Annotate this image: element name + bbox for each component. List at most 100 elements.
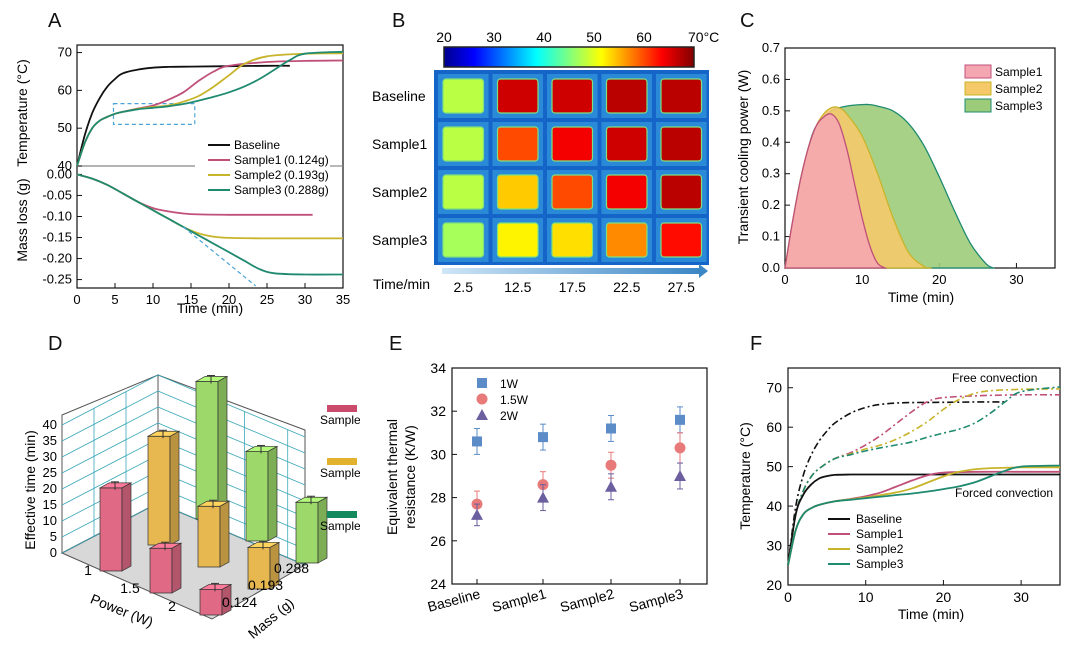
- power-tick-label: 1.5: [120, 580, 140, 596]
- legend-label: Sample3: [320, 519, 360, 533]
- y-tick-label: 28: [430, 490, 446, 506]
- plot-area: 0 5 10 15 20 25 30 35 40 50 60 70 0.00 -0.05 -0.10 -0.1…: [42, 44, 350, 307]
- colorbar-tick-label: 60: [636, 29, 652, 45]
- panel-b-thermal-images: B 20 30 40 50 60 70°C Baseline Sample1 Sample2…: [372, 10, 719, 295]
- forced-convection-line-sample2: [787, 466, 1061, 566]
- thermal-cell: [442, 78, 485, 114]
- y-tick-label: 70: [58, 45, 72, 60]
- legend-swatch: [327, 458, 357, 465]
- column-label: 12.5: [504, 279, 531, 295]
- legend-marker: [476, 393, 488, 405]
- row-labels: Baseline Sample1 Sample2 Sample3: [372, 88, 427, 248]
- y-tick-label: 70: [766, 380, 782, 396]
- x-tick-label: 20: [932, 272, 946, 287]
- x-tick-label: 10: [858, 589, 874, 605]
- legend-label: Sample3: [234, 183, 282, 197]
- bar-sample3: [244, 444, 279, 542]
- legend-label: 1W: [500, 377, 519, 391]
- colorbar-tick-label: 20: [436, 29, 452, 45]
- bar-front: [147, 435, 171, 546]
- mass-tick-label: 0.193: [248, 577, 283, 593]
- wall-grid-line: [157, 406, 306, 470]
- legend-label: Sample3: [995, 99, 1043, 113]
- y-tick-label: 30: [766, 538, 782, 554]
- point-2w: [537, 484, 549, 512]
- legend-mass-label: (0.193g): [284, 168, 329, 182]
- row-label: Sample3: [372, 232, 427, 248]
- legend-mass-label: (0.124g): [284, 153, 329, 167]
- x-tick-label: 15: [184, 292, 198, 307]
- thermal-cell: [496, 222, 539, 258]
- free-convection-line-baseline: [787, 401, 1006, 566]
- y-axis-label: Transient cooling power (W): [735, 70, 751, 245]
- thermal-cell: [660, 174, 703, 210]
- legend-label: Sample3: [856, 557, 904, 571]
- panel-label-b: B: [392, 10, 405, 32]
- row-label: Sample1: [372, 136, 427, 152]
- forced-convection-line-baseline: [787, 473, 1060, 566]
- wall-grid-line: [157, 486, 306, 550]
- mass-tick-label: 0.124: [222, 594, 257, 610]
- colorbar-end-label: 70°C: [688, 29, 719, 45]
- wall-grid-line: [61, 374, 159, 426]
- bar-front: [197, 505, 221, 568]
- panel-label-d: D: [48, 333, 62, 355]
- x-axis-label: Time (min): [888, 289, 954, 305]
- point-2w: [605, 473, 617, 501]
- bar-sample1: [148, 541, 183, 594]
- thermal-cell: [496, 174, 539, 210]
- bar-sample2: [246, 540, 281, 590]
- y-tick-label: 40: [766, 498, 782, 514]
- y-axis-label-line2: resistance (K/W): [402, 425, 418, 528]
- thermal-cell: [660, 126, 703, 162]
- y-tick-label: 0.3: [762, 166, 780, 181]
- thermal-grid: [438, 74, 707, 262]
- mass-tick-label: 0.288: [274, 560, 309, 576]
- y-tick-label: 40: [58, 158, 72, 173]
- bar-sample2: [196, 499, 231, 568]
- legend-label: Sample1: [320, 413, 360, 427]
- z-tick-label: 0: [50, 545, 57, 560]
- thermal-cell: [442, 126, 485, 162]
- y-tick-label: 50: [58, 120, 72, 135]
- colorbar-tick-label: 50: [586, 29, 602, 45]
- legend-label: Sample1: [856, 527, 904, 541]
- legend-label: Sample2: [320, 466, 360, 480]
- bar-sample3: [294, 495, 329, 564]
- y-tick-label: 0.4: [762, 134, 780, 149]
- y-axis-label: Temperature (°C): [737, 422, 753, 530]
- y-axis-label-temperature: Temperature (°C): [14, 59, 30, 167]
- column-label: 2.5: [454, 279, 474, 295]
- point-1w: [538, 423, 548, 451]
- wall-grid-line: [61, 454, 159, 506]
- x-tick-label: 20: [936, 589, 952, 605]
- x-tick-label: 5: [111, 292, 118, 307]
- thermal-cell: [660, 78, 703, 114]
- wall-grid-line: [157, 390, 306, 454]
- x-tick-label: 25: [260, 292, 274, 307]
- thermal-cell: [442, 174, 485, 210]
- marker-square: [538, 432, 548, 443]
- power-tick-label: 1: [84, 562, 92, 578]
- bar-side: [169, 430, 180, 546]
- x-tick-label: 0: [781, 272, 788, 287]
- wall-grid-line: [157, 438, 306, 502]
- y-tick-label: 0.7: [762, 40, 780, 55]
- bar-sample1: [98, 481, 133, 572]
- thermal-cell: [605, 126, 648, 162]
- point-1w: [606, 415, 616, 442]
- power-tick-label: 2: [168, 598, 176, 614]
- z-tick-label: 15: [43, 497, 57, 512]
- temperature-line-sample2: [76, 52, 344, 167]
- thermal-cell: [442, 222, 485, 258]
- panel-label-a: A: [48, 10, 62, 32]
- legend-mass-label: (0.288g): [284, 183, 329, 197]
- panel-label-f: F: [750, 333, 762, 355]
- y-axis-label-line1: Equivalent thermal: [384, 419, 400, 535]
- thermal-cell: [551, 78, 594, 114]
- wall-grid-line: [61, 390, 159, 442]
- bar-side: [219, 500, 230, 568]
